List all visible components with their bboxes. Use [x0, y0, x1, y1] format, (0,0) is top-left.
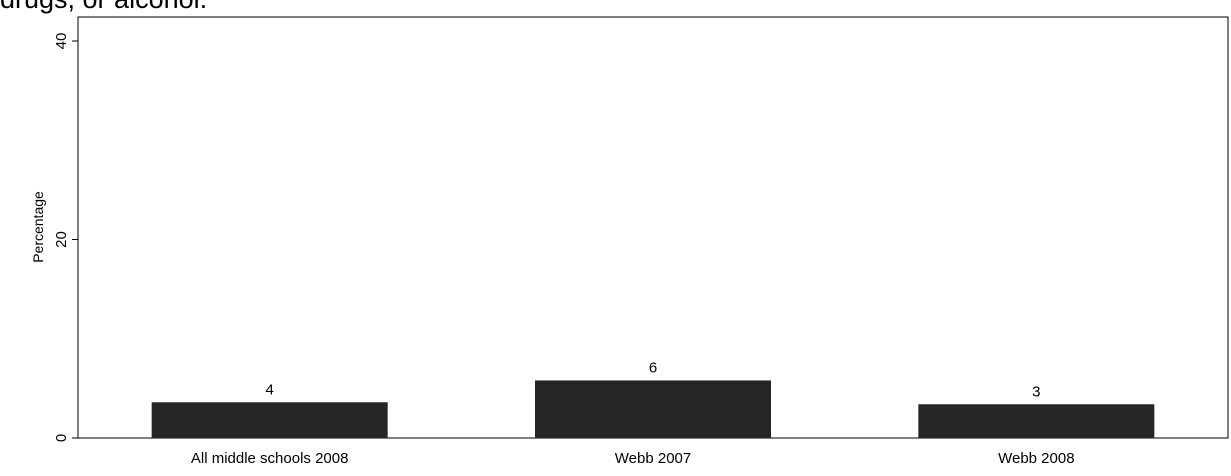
bar-value-label: 6 — [649, 359, 657, 376]
chart-title-fragment: drugs, or alcohol. — [0, 0, 207, 13]
y-tick-label: 0 — [53, 434, 70, 442]
bar — [535, 380, 771, 438]
y-axis-title: Percentage — [30, 191, 46, 263]
bar-value-label: 3 — [1032, 383, 1040, 400]
bar — [151, 402, 388, 438]
x-axis-labels: All middle schools 2008 Webb 2007 Webb 200… — [191, 450, 1075, 467]
x-category-label: Webb 2008 — [998, 450, 1074, 467]
bars: 4 6 3 — [151, 359, 1155, 438]
y-tick-label: 40 — [53, 33, 70, 50]
x-category-label: Webb 2007 — [615, 450, 691, 467]
bar-value-label: 4 — [265, 381, 273, 398]
y-tick-label: 20 — [53, 231, 70, 248]
bar — [918, 404, 1155, 438]
x-category-label: All middle schools 2008 — [191, 450, 349, 467]
y-axis: 0 20 40 — [53, 33, 78, 442]
plot-area — [77, 16, 1229, 439]
